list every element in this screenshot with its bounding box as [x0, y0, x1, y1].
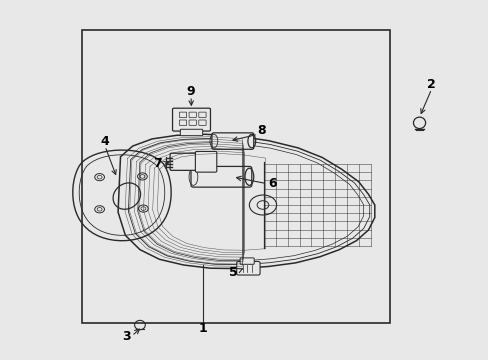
FancyBboxPatch shape	[179, 112, 186, 117]
FancyBboxPatch shape	[236, 261, 260, 275]
FancyBboxPatch shape	[179, 120, 186, 125]
Text: 4: 4	[101, 135, 109, 148]
FancyBboxPatch shape	[199, 112, 205, 117]
FancyBboxPatch shape	[189, 112, 196, 117]
FancyBboxPatch shape	[172, 108, 210, 131]
Text: 3: 3	[122, 330, 130, 343]
FancyBboxPatch shape	[211, 133, 253, 149]
Text: 5: 5	[228, 266, 237, 279]
Text: 1: 1	[199, 323, 207, 336]
FancyBboxPatch shape	[191, 166, 251, 187]
Text: 9: 9	[186, 85, 195, 98]
FancyBboxPatch shape	[180, 129, 202, 136]
FancyBboxPatch shape	[195, 152, 216, 172]
Text: 2: 2	[427, 78, 435, 91]
FancyBboxPatch shape	[199, 120, 205, 125]
Text: 6: 6	[267, 177, 276, 190]
FancyBboxPatch shape	[189, 120, 196, 125]
Bar	[81, 30, 389, 323]
Text: 7: 7	[153, 157, 162, 170]
Text: 8: 8	[257, 124, 265, 137]
FancyBboxPatch shape	[240, 258, 254, 264]
FancyBboxPatch shape	[170, 153, 198, 170]
